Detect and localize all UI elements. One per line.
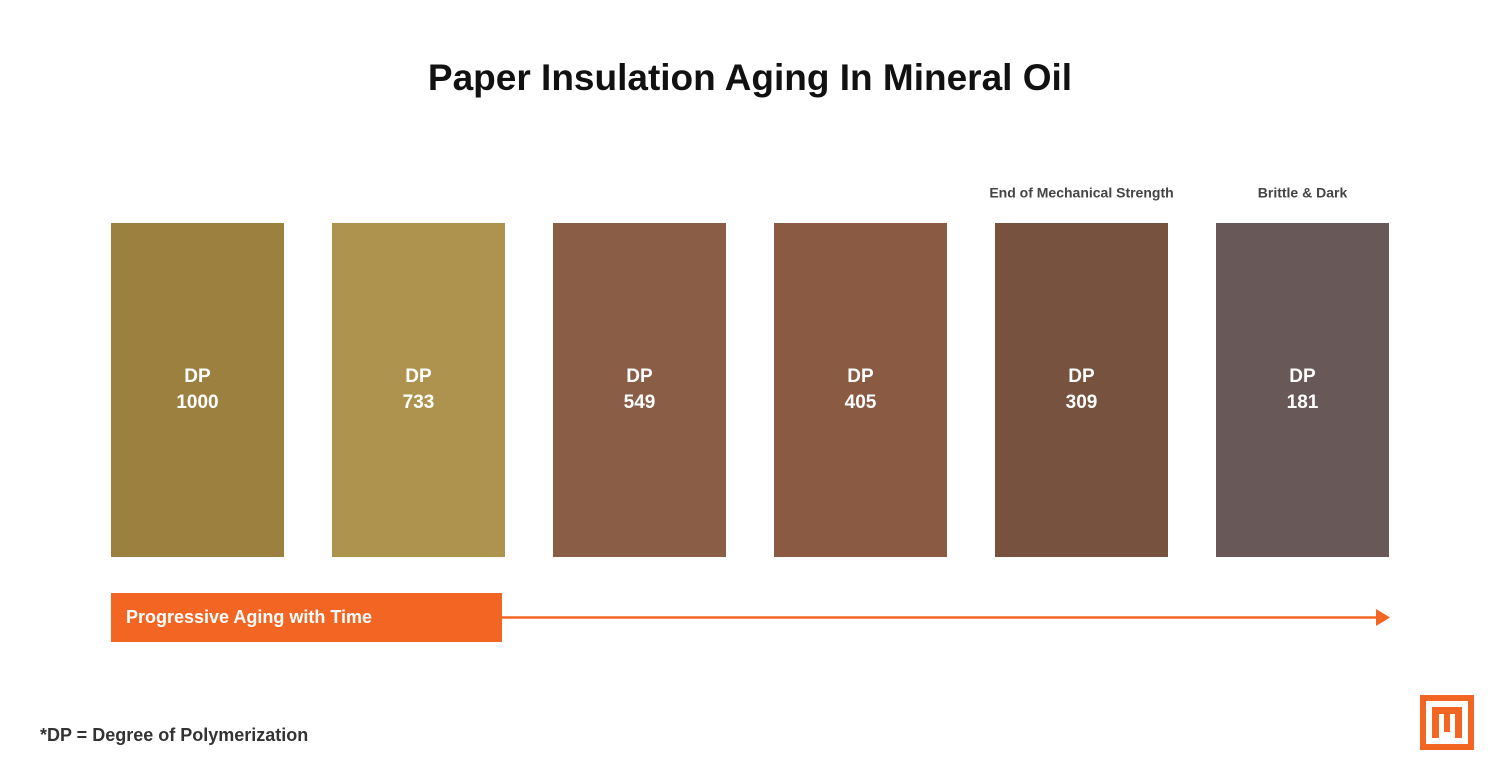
arrow-label: Progressive Aging with Time bbox=[126, 607, 372, 627]
arrow-box bbox=[111, 593, 502, 642]
title: Paper Insulation Aging In Mineral Oil bbox=[428, 57, 1072, 98]
swatch-value: 733 bbox=[403, 392, 435, 413]
swatch-value: 181 bbox=[1287, 392, 1319, 413]
swatch bbox=[1216, 223, 1389, 557]
swatch-label: DP bbox=[1289, 366, 1316, 387]
swatch bbox=[553, 223, 726, 557]
swatch-label: DP bbox=[405, 366, 432, 387]
logo bbox=[1420, 695, 1474, 750]
swatch-value: 309 bbox=[1066, 392, 1098, 413]
swatch bbox=[995, 223, 1168, 557]
swatch-note: End of Mechanical Strength bbox=[989, 185, 1173, 201]
swatch bbox=[774, 223, 947, 557]
swatch-label: DP bbox=[847, 366, 874, 387]
logo-mark bbox=[1432, 707, 1462, 738]
swatch-label: DP bbox=[626, 366, 653, 387]
swatch-value: 1000 bbox=[176, 392, 218, 413]
footnote: *DP = Degree of Polymerization bbox=[40, 725, 308, 745]
arrow-head bbox=[1376, 609, 1390, 626]
swatch-value: 405 bbox=[845, 392, 877, 413]
swatch bbox=[111, 223, 284, 557]
swatch-note: Brittle & Dark bbox=[1258, 185, 1348, 201]
swatch-label: DP bbox=[184, 366, 211, 387]
swatch-value: 549 bbox=[624, 392, 656, 413]
swatch bbox=[332, 223, 505, 557]
swatch-label: DP bbox=[1068, 366, 1095, 387]
